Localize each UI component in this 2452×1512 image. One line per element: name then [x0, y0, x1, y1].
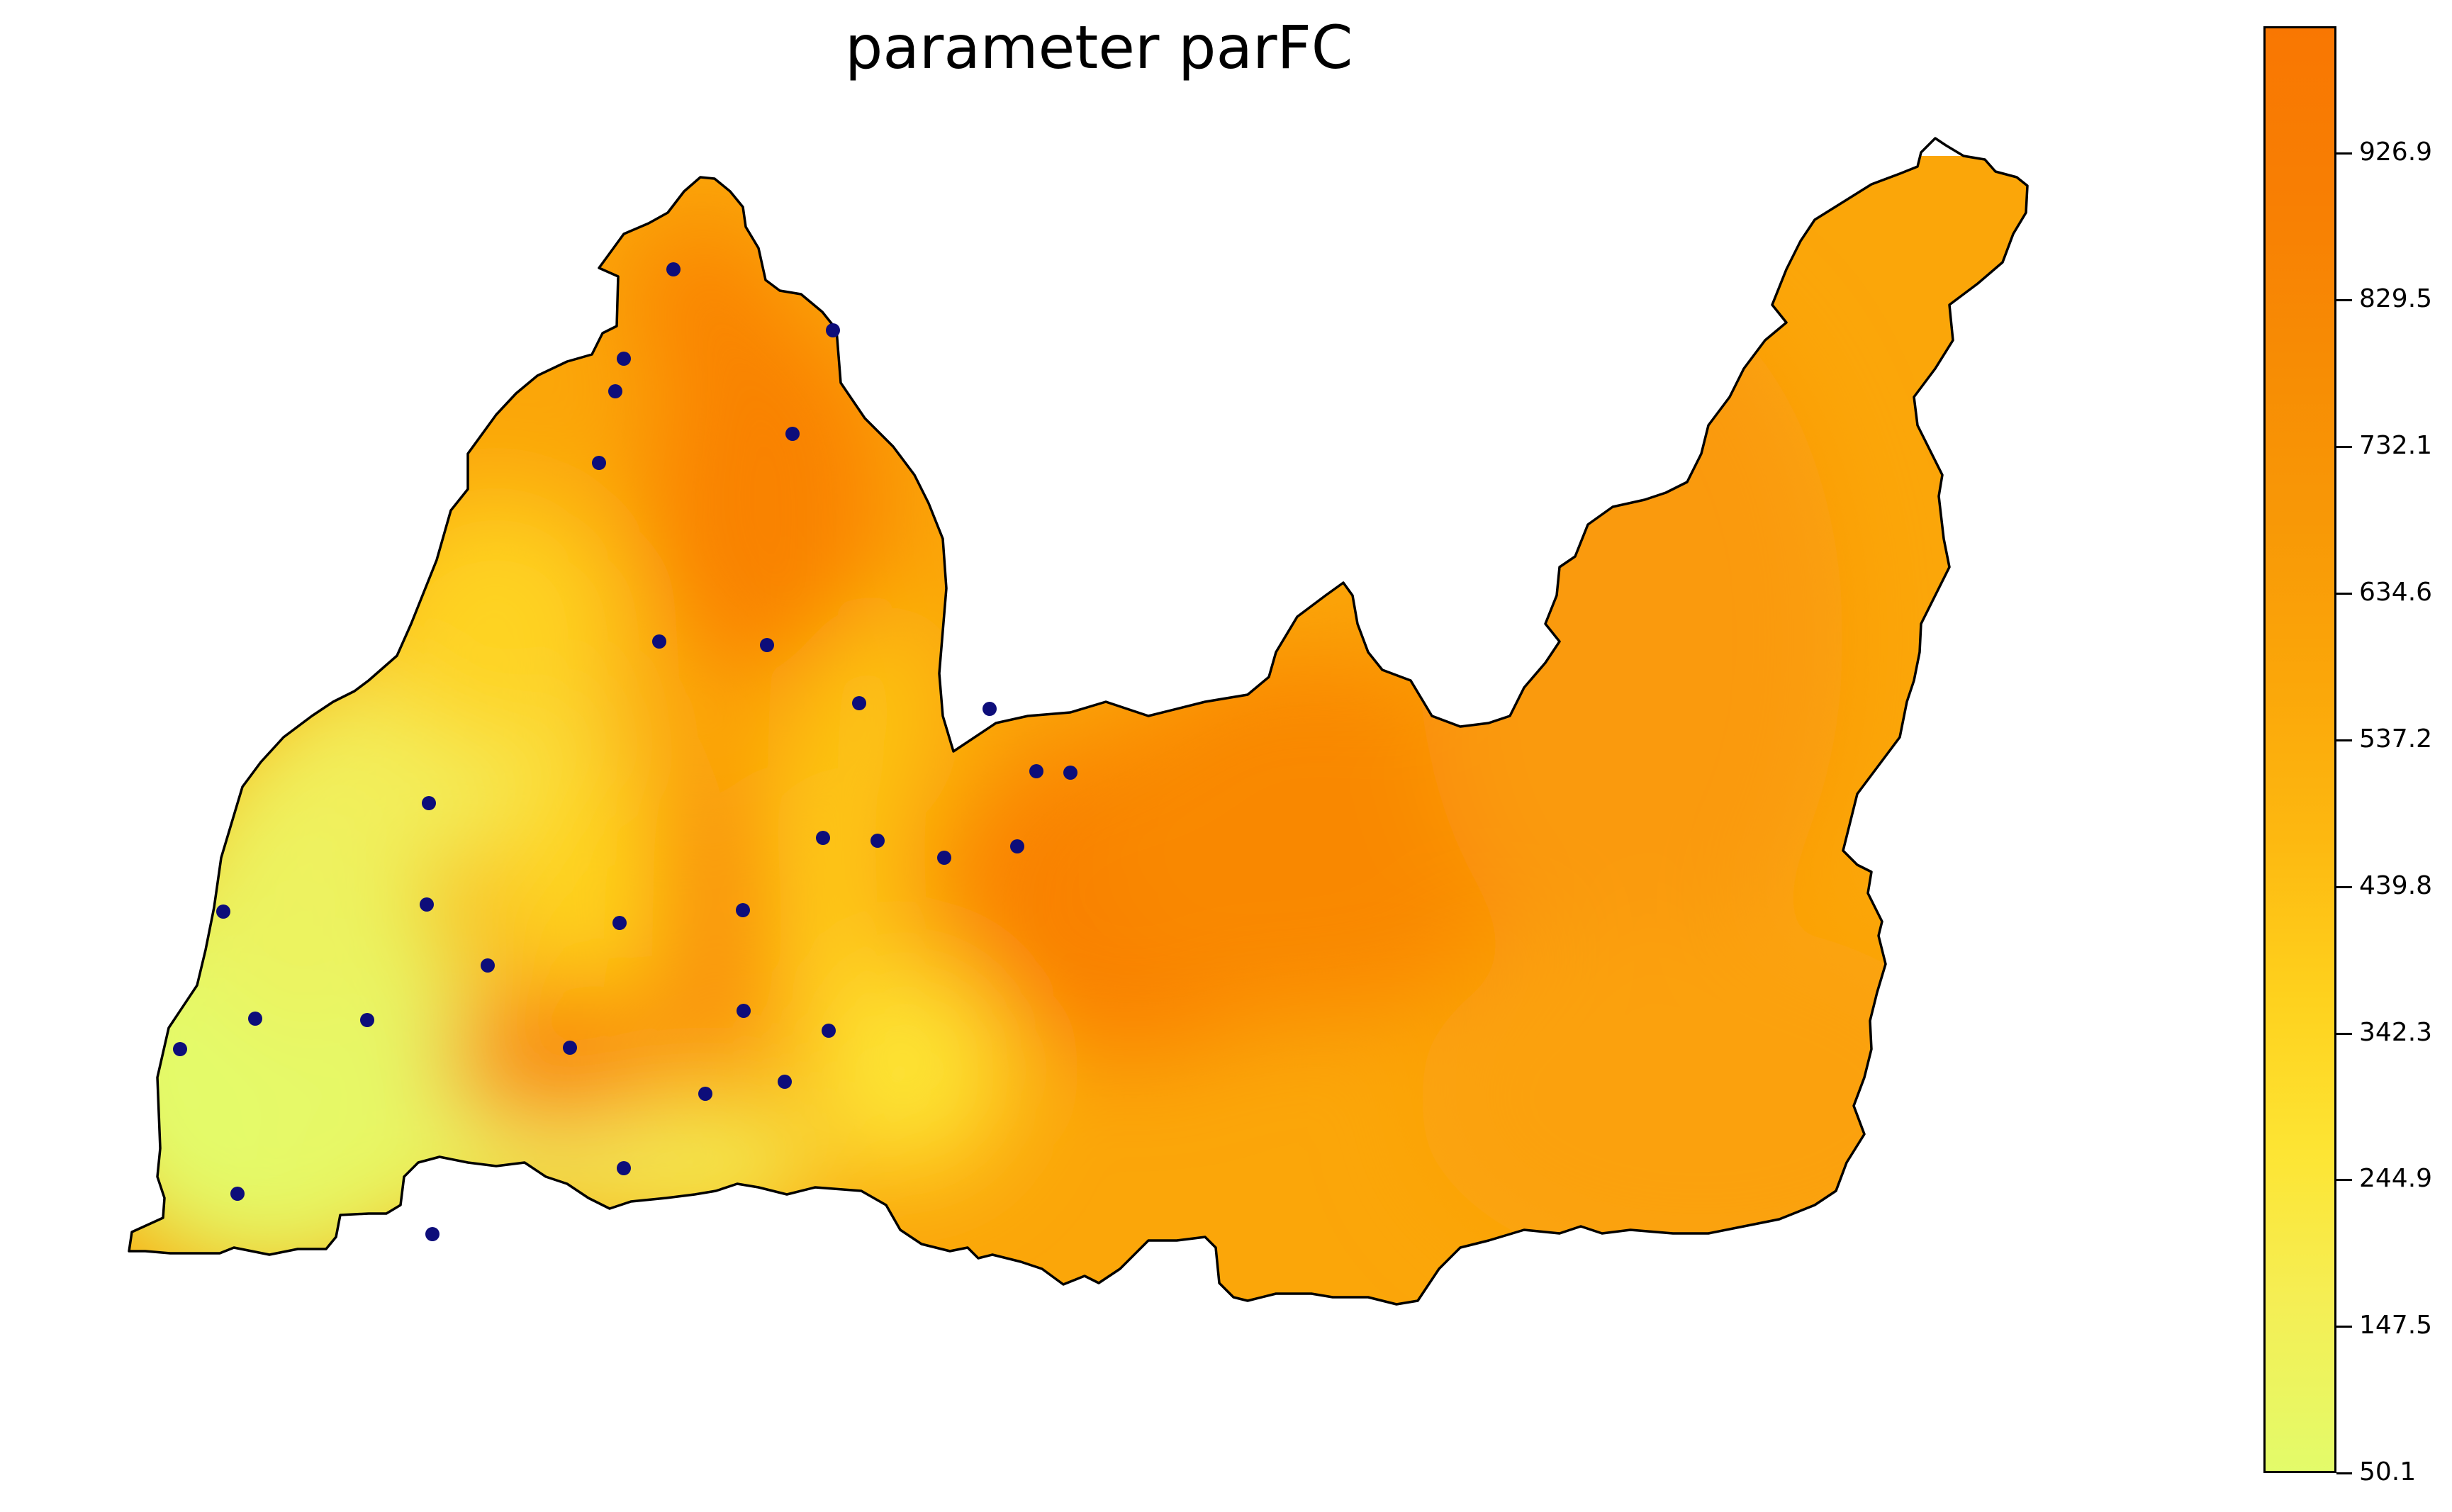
station-marker — [563, 1041, 577, 1055]
station-marker — [983, 702, 997, 716]
colorbar-tick — [2336, 1033, 2352, 1035]
station-marker — [617, 352, 631, 366]
colorbar-tick — [2336, 593, 2352, 595]
basin-outline — [128, 137, 2029, 1306]
colorbar-tick — [2336, 1179, 2352, 1181]
colorbar-tick-label: 342.3 — [2359, 1018, 2433, 1047]
station-marker — [760, 638, 774, 652]
station-marker — [230, 1187, 245, 1201]
station-marker — [698, 1087, 712, 1101]
station-marker — [1029, 764, 1043, 778]
station-marker — [608, 384, 622, 398]
colorbar — [2263, 26, 2336, 1473]
station-marker — [617, 1161, 631, 1175]
station-marker — [778, 1075, 792, 1089]
colorbar-tick — [2336, 299, 2352, 301]
station-marker — [652, 634, 666, 649]
station-marker — [420, 897, 434, 912]
station-marker — [666, 262, 681, 276]
station-marker — [481, 958, 495, 973]
colorbar-tick — [2336, 152, 2352, 155]
colorbar-tick — [2336, 739, 2352, 741]
colorbar-tick — [2336, 1472, 2352, 1474]
station-marker — [785, 427, 800, 441]
station-marker — [736, 903, 750, 917]
station-marker — [592, 456, 606, 470]
colorbar-tick-label: 439.8 — [2359, 871, 2433, 900]
colorbar-tick-label: 829.5 — [2359, 284, 2433, 313]
station-marker — [937, 851, 951, 865]
station-marker — [737, 1004, 751, 1018]
station-marker — [425, 1227, 440, 1241]
map-title: parameter parFC — [845, 13, 1353, 82]
colorbar-tick-label: 244.9 — [2359, 1164, 2433, 1193]
colorbar-tick-label: 634.6 — [2359, 578, 2433, 607]
interpolated-field — [129, 156, 2027, 1304]
stations-layer — [173, 262, 1077, 1241]
station-marker — [216, 905, 230, 919]
station-marker — [1063, 766, 1077, 780]
colorbar-tick-label: 732.1 — [2359, 431, 2433, 460]
station-marker — [852, 696, 866, 710]
station-marker — [1010, 839, 1024, 853]
station-marker — [248, 1012, 262, 1026]
station-marker — [816, 831, 830, 845]
colorbar-tick-label: 926.9 — [2359, 138, 2433, 167]
colorbar-tick-label: 50.1 — [2359, 1457, 2417, 1486]
colorbar-tick — [2336, 886, 2352, 888]
station-marker — [870, 834, 885, 848]
colorbar-tick-label: 537.2 — [2359, 724, 2433, 754]
station-marker — [422, 796, 436, 810]
station-marker — [826, 323, 840, 337]
colorbar-tick — [2336, 1326, 2352, 1328]
station-marker — [612, 916, 627, 930]
colorbar-tick — [2336, 446, 2352, 448]
station-marker — [822, 1024, 836, 1038]
station-marker — [360, 1013, 374, 1027]
station-marker — [173, 1042, 187, 1056]
colorbar-tick-label: 147.5 — [2359, 1311, 2433, 1340]
